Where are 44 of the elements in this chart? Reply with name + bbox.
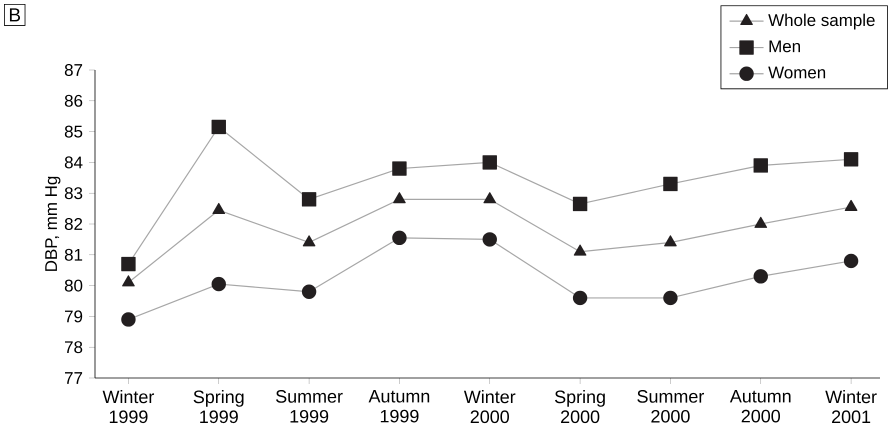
- x-tick-label: Summer 2000: [637, 390, 704, 423]
- y-tick-label: 85: [64, 126, 82, 138]
- y-tick-label: 81: [64, 248, 82, 261]
- text: B: [10, 8, 20, 22]
- y-tick-label: 86: [64, 94, 82, 107]
- point: [574, 244, 586, 256]
- x-tick-label: Summer 1999: [276, 390, 343, 423]
- y-tick-label: 82: [64, 218, 82, 230]
- point: [392, 161, 407, 176]
- x-tick-label: Autumn 1999: [368, 390, 430, 422]
- point: [302, 192, 316, 207]
- legend-label: Men: [770, 40, 800, 52]
- y-tick-label: 83: [64, 187, 82, 200]
- y-tick-label: 79: [64, 310, 82, 322]
- point: [754, 269, 768, 284]
- x-tick-label: Winter 1999: [102, 390, 154, 424]
- point: [844, 152, 858, 167]
- point: [572, 196, 588, 212]
- x-tick-label: Winter 2001: [825, 390, 877, 424]
- point: [482, 232, 497, 247]
- x-tick-label: Spring 1999: [194, 390, 244, 424]
- point: [754, 158, 768, 173]
- point: [212, 276, 226, 292]
- x-tick-label: Winter 2000: [464, 390, 516, 424]
- point: [121, 256, 136, 272]
- point: [572, 290, 588, 306]
- y-tick-label: 87: [64, 64, 82, 76]
- point: [482, 155, 497, 170]
- point: [212, 120, 226, 134]
- y-axis-title: DBP, mm Hg: [45, 176, 60, 271]
- legend-label: Whole sample: [768, 14, 875, 30]
- point: [392, 230, 407, 246]
- y-tick-label: 80: [64, 280, 82, 292]
- point: [663, 176, 678, 192]
- legend-label: Women: [768, 66, 826, 78]
- point: [663, 290, 678, 306]
- point: [121, 312, 136, 327]
- point: [844, 254, 858, 268]
- point: [302, 284, 316, 299]
- x-tick-label: Autumn 2000: [730, 390, 790, 422]
- y-tick-label: 84: [64, 156, 82, 168]
- y-tick-label: 78: [64, 341, 82, 354]
- y-tick-label: 77: [64, 372, 82, 384]
- x-tick-label: Spring 2000: [554, 390, 605, 424]
